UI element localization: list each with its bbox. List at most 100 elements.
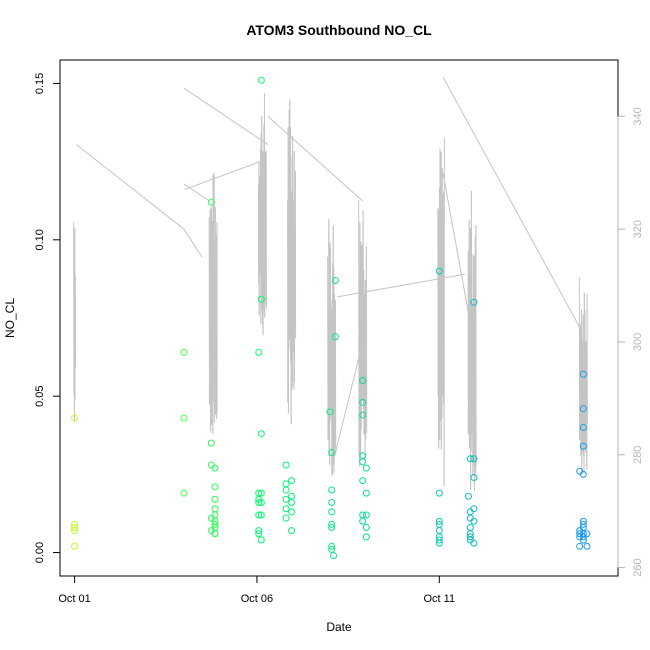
data-point (257, 489, 265, 497)
data-point (288, 492, 296, 500)
data-point (579, 470, 587, 478)
data-point (257, 499, 265, 507)
data-point (211, 530, 219, 538)
data-point (180, 348, 188, 356)
data-point (466, 533, 474, 541)
y-left-tick-label: 0.05 (34, 385, 46, 406)
data-point (359, 477, 367, 485)
data-point (71, 524, 79, 532)
data-point (583, 542, 591, 550)
data-point (71, 542, 79, 550)
y-right-tick-label: 260 (632, 558, 644, 576)
x-tick-label: Oct 06 (241, 593, 273, 605)
data-point (362, 511, 370, 519)
right-series (73, 76, 588, 492)
data-point (362, 533, 370, 541)
data-points (71, 76, 591, 560)
right-series-connector (333, 341, 364, 461)
data-point (579, 370, 587, 378)
data-point (362, 524, 370, 532)
data-point (288, 477, 296, 485)
data-point (328, 545, 336, 553)
y-right-tick-label: 320 (632, 220, 644, 238)
data-point (257, 76, 265, 84)
data-point (466, 524, 474, 532)
data-point (255, 499, 263, 507)
y-axis-left: 0.00 0.05 0.10 0.15 (34, 73, 61, 563)
data-point (331, 333, 339, 341)
data-point (576, 542, 584, 550)
data-point (579, 423, 587, 431)
data-point (579, 442, 587, 450)
data-point (359, 517, 367, 525)
data-point (257, 430, 265, 438)
data-point (435, 517, 443, 525)
data-point (470, 505, 478, 513)
data-point (328, 499, 336, 507)
data-point (435, 539, 443, 547)
data-point (470, 517, 478, 525)
plot-frame (59, 59, 619, 577)
data-point (331, 276, 339, 284)
data-point (288, 499, 296, 507)
y-right-tick-label: 300 (632, 333, 644, 351)
data-point (257, 511, 265, 519)
data-point (328, 448, 336, 456)
right-series-connector (442, 76, 582, 331)
data-point (255, 511, 263, 519)
chart-title: ATOM3 Southbound NO_CL (246, 22, 432, 38)
data-point (362, 489, 370, 497)
data-point (282, 461, 290, 469)
data-point (211, 505, 219, 513)
right-series-connector (442, 172, 477, 354)
data-point (255, 527, 263, 535)
data-point (257, 295, 265, 303)
data-point (207, 198, 215, 206)
data-point (328, 520, 336, 528)
data-point (257, 536, 265, 544)
data-point (330, 552, 338, 560)
x-tick-label: Oct 01 (58, 593, 90, 605)
x-tick-label: Oct 11 (423, 593, 455, 605)
data-point (326, 408, 334, 416)
data-point (282, 495, 290, 503)
data-point (211, 495, 219, 503)
right-series-connector (183, 161, 261, 191)
right-series-connector (337, 273, 465, 298)
data-point (435, 267, 443, 275)
data-point (282, 486, 290, 494)
right-series-connector (183, 87, 269, 146)
data-point (288, 508, 296, 516)
data-point (288, 527, 296, 535)
data-point (435, 489, 443, 497)
data-point (211, 483, 219, 491)
right-series-connector (76, 144, 185, 230)
right-series-connector (183, 183, 210, 202)
data-point (466, 455, 474, 463)
data-point (359, 411, 367, 419)
right-series-connector (183, 228, 203, 258)
data-point (255, 348, 263, 356)
data-point (359, 458, 367, 466)
data-point (71, 414, 79, 422)
data-point (180, 489, 188, 497)
y-axis-right: 260 280 300 320 340 (617, 107, 644, 577)
data-point (470, 473, 478, 481)
y-left-tick-label: 0.10 (34, 229, 46, 250)
data-point (328, 486, 336, 494)
data-point (470, 455, 478, 463)
y-axis-label: NO_CL (3, 298, 17, 338)
data-point (464, 492, 472, 500)
x-axis-label: Date (326, 620, 352, 634)
data-point (435, 536, 443, 544)
data-point (211, 520, 219, 528)
data-point (579, 520, 587, 528)
data-point (328, 542, 336, 550)
data-point (207, 439, 215, 447)
right-series-connector (267, 116, 364, 202)
data-point (255, 530, 263, 538)
data-point (435, 527, 443, 535)
data-point (583, 530, 591, 538)
data-point (470, 298, 478, 306)
